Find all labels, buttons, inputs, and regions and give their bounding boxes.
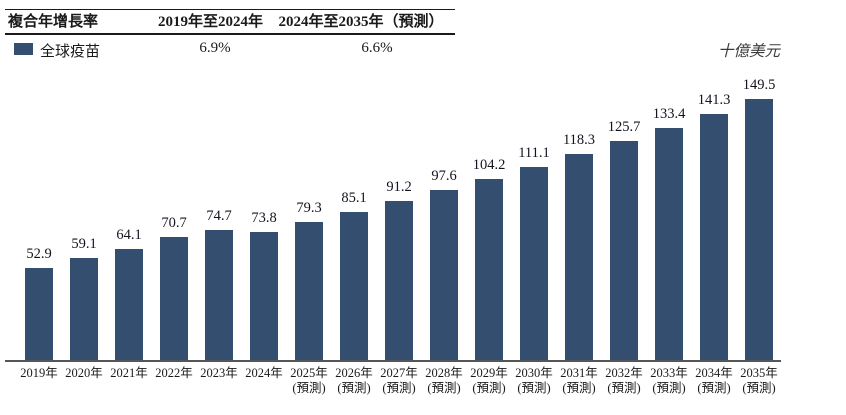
value-label-2028年: 97.6 bbox=[431, 168, 457, 184]
x-tick-2026年: 2026年 (預測) bbox=[335, 366, 373, 395]
x-tick-2035年: 2035年 (預測) bbox=[740, 366, 778, 395]
x-tick-2028年: 2028年 (預測) bbox=[425, 366, 463, 395]
value-label-2021年: 64.1 bbox=[116, 227, 142, 243]
bar-2028年 bbox=[430, 190, 458, 361]
x-tick-2019年: 2019年 bbox=[20, 366, 58, 380]
plot-area: 52.9 59.1 64.1 70.7 74.7 73.8 79.3 85.1 91.2 97.6… bbox=[5, 77, 785, 361]
legend-swatch-global-vaccine bbox=[14, 43, 33, 55]
value-label-2030年: 111.1 bbox=[518, 145, 550, 161]
x-tick-2034年: 2034年 (預測) bbox=[695, 366, 733, 395]
cagr-period-2024-2035: 2024年至2035年（預測） bbox=[278, 14, 444, 30]
x-tick-2021年: 2021年 bbox=[110, 366, 148, 380]
cagr-value-2024-2035: 6.6% bbox=[361, 40, 393, 56]
value-label-2023年: 74.7 bbox=[206, 208, 232, 224]
value-label-2033年: 133.4 bbox=[652, 106, 686, 122]
bar-2029年 bbox=[475, 179, 503, 361]
bar-2030年 bbox=[520, 167, 548, 361]
bar-2033年 bbox=[655, 128, 683, 361]
value-label-2029年: 104.2 bbox=[472, 157, 506, 173]
value-label-2026年: 85.1 bbox=[341, 190, 367, 206]
x-tick-2030年: 2030年 (預測) bbox=[515, 366, 553, 395]
x-tick-2025年: 2025年 (預測) bbox=[290, 366, 328, 395]
x-axis-line bbox=[5, 360, 781, 362]
unit-label: 十億美元 bbox=[717, 43, 780, 60]
bar-2019年 bbox=[25, 268, 53, 361]
cagr-period-2019-2024: 2019年至2024年 bbox=[157, 14, 263, 30]
value-label-2025年: 79.3 bbox=[296, 200, 322, 216]
bar-2023年 bbox=[205, 230, 233, 361]
bar-2035年 bbox=[745, 99, 773, 361]
cagr-table-title: 複合年增長率 bbox=[8, 14, 99, 30]
bar-2031年 bbox=[565, 154, 593, 361]
value-label-2019年: 52.9 bbox=[26, 246, 52, 262]
value-label-2022年: 70.7 bbox=[161, 215, 187, 231]
legend-label: 全球疫苗 bbox=[40, 44, 101, 60]
value-label-2035年: 149.5 bbox=[742, 77, 776, 93]
cagr-table: 複合年增長率 2019年至2024年 2024年至2035年（預測） 全球疫苗 … bbox=[0, 0, 460, 70]
x-tick-2022年: 2022年 bbox=[155, 366, 193, 380]
bar-2020年 bbox=[70, 258, 98, 361]
table-rule-bottom bbox=[5, 33, 455, 35]
bar-2034年 bbox=[700, 114, 728, 361]
bar-2027年 bbox=[385, 201, 413, 361]
bar-2024年 bbox=[250, 232, 278, 361]
bar-2026年 bbox=[340, 212, 368, 361]
x-tick-2024年: 2024年 bbox=[245, 366, 283, 380]
value-label-2020年: 59.1 bbox=[71, 236, 97, 252]
value-label-2031年: 118.3 bbox=[562, 132, 596, 148]
bar-2032年 bbox=[610, 141, 638, 361]
x-tick-2033年: 2033年 (預測) bbox=[650, 366, 688, 395]
x-tick-2032年: 2032年 (預測) bbox=[605, 366, 643, 395]
value-label-2032年: 125.7 bbox=[607, 119, 641, 135]
x-tick-2020年: 2020年 bbox=[65, 366, 103, 380]
x-tick-2023年: 2023年 bbox=[200, 366, 238, 380]
x-axis-labels: 2019年 2020年 2021年 2022年 2023年 2024年 2025年 (預測) 2… bbox=[5, 366, 805, 406]
bar-2022年 bbox=[160, 237, 188, 361]
x-tick-2027年: 2027年 (預測) bbox=[380, 366, 418, 395]
table-rule-top bbox=[5, 9, 455, 10]
bar-2021年 bbox=[115, 249, 143, 361]
bar-2025年 bbox=[295, 222, 323, 361]
value-label-2027年: 91.2 bbox=[386, 179, 412, 195]
value-label-2024年: 73.8 bbox=[251, 210, 277, 226]
x-tick-2031年: 2031年 (預測) bbox=[560, 366, 598, 395]
cagr-value-2019-2024: 6.9% bbox=[199, 40, 231, 56]
value-label-2034年: 141.3 bbox=[697, 92, 731, 108]
x-tick-2029年: 2029年 (預測) bbox=[470, 366, 508, 395]
